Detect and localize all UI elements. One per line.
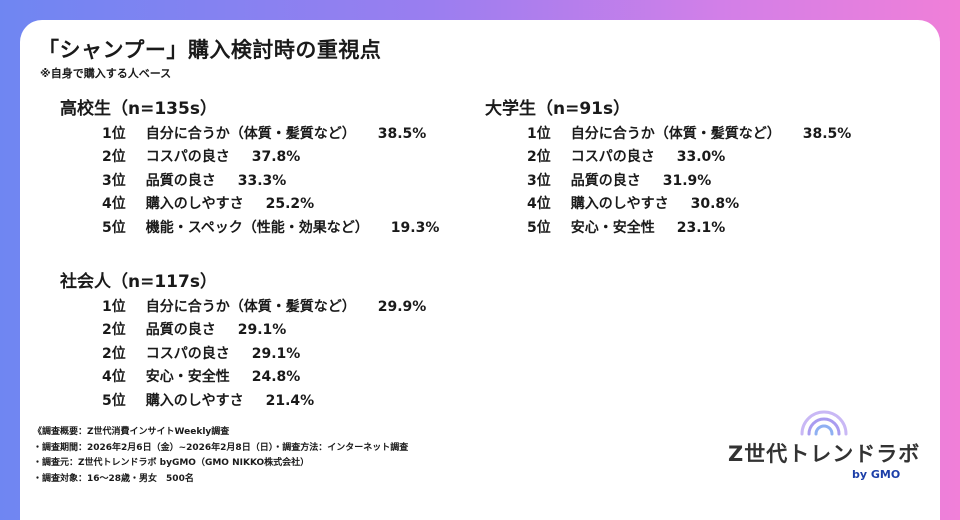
- item-label: 購入のしやすさ: [145, 392, 244, 409]
- list-item: 5位 購入のしやすさ 21.4%: [102, 390, 426, 413]
- list-item: 5位 機能・スペック（性能・効果など） 19.3%: [102, 217, 439, 240]
- group-title: 社会人（n=117s）: [60, 272, 217, 292]
- item-value: 23.1%: [676, 219, 726, 236]
- item-value: 25.2%: [265, 196, 315, 213]
- list-item: 2位 コスパの良さ 33.0%: [527, 146, 851, 169]
- note-line: 《調査概要：Z世代消費インサイトWeekly調査: [33, 427, 230, 437]
- group-title: 大学生（n=91s）: [485, 99, 631, 119]
- rank-label: 2位: [102, 322, 126, 339]
- group-high-school: 高校生（n=135s） 1位 自分に合うか（体質・髪質など） 38.5% 2位 コスパ…: [60, 96, 439, 240]
- rank-label: 5位: [527, 219, 551, 236]
- rank-label: 1位: [527, 126, 551, 142]
- signal-arcs-icon: [800, 410, 848, 436]
- group-working-adults: 社会人（n=117s） 1位 自分に合うか（体質・髪質など） 29.9% 2位 品質の…: [60, 269, 426, 413]
- list-item: 2位 コスパの良さ 37.8%: [102, 146, 439, 169]
- rank-label: 2位: [102, 149, 126, 166]
- group-title: 高校生（n=135s）: [60, 99, 217, 119]
- rank-label: 2位: [102, 345, 126, 362]
- survey-notes: 《調査概要：Z世代消費インサイトWeekly調査 ・調査期間：2026年2月6日…: [33, 425, 408, 487]
- item-label: 品質の良さ: [145, 322, 216, 339]
- list-item: 4位 安心・安全性 24.8%: [102, 366, 426, 389]
- list-item: 1位 自分に合うか（体質・髪質など） 38.5%: [102, 123, 439, 146]
- item-value: 24.8%: [251, 369, 301, 386]
- item-label: 品質の良さ: [145, 172, 216, 189]
- item-value: 38.5%: [802, 126, 852, 142]
- list-item: 5位 安心・安全性 23.1%: [527, 217, 851, 240]
- item-label: 安心・安全性: [145, 369, 230, 386]
- item-value: 19.3%: [390, 219, 440, 236]
- item-value: 37.8%: [251, 149, 301, 166]
- list-item: 4位 購入のしやすさ 30.8%: [527, 193, 851, 216]
- item-value: 21.4%: [265, 392, 315, 409]
- item-label: 自分に合うか（体質・髪質など）: [570, 126, 781, 142]
- item-value: 33.3%: [237, 172, 287, 189]
- item-value: 29.1%: [251, 345, 301, 362]
- list-item: 3位 品質の良さ 33.3%: [102, 170, 439, 193]
- list-item: 1位 自分に合うか（体質・髪質など） 29.9%: [102, 296, 426, 319]
- page-subtitle: ※自身で購入する人ベース: [40, 67, 172, 80]
- list-item: 2位 コスパの良さ 29.1%: [102, 343, 426, 366]
- item-label: 安心・安全性: [570, 219, 655, 236]
- note-line: ・調査期間：2026年2月6日（金）~2026年2月8日（日）・調査方法：インタ…: [33, 442, 409, 453]
- item-label: コスパの良さ: [145, 345, 230, 362]
- rank-label: 4位: [527, 196, 551, 213]
- rank-label: 2位: [527, 149, 551, 166]
- rank-label: 5位: [102, 392, 126, 409]
- item-label: 自分に合うか（体質・髪質など）: [145, 299, 356, 315]
- rank-label: 3位: [102, 172, 126, 189]
- item-label: 購入のしやすさ: [145, 196, 244, 213]
- list-item: 3位 品質の良さ 31.9%: [527, 170, 851, 193]
- item-value: 31.9%: [662, 172, 712, 189]
- logo-byline: by GMO: [852, 468, 901, 481]
- rank-label: 1位: [102, 299, 126, 315]
- item-label: 自分に合うか（体質・髪質など）: [145, 126, 356, 142]
- group-university: 大学生（n=91s） 1位 自分に合うか（体質・髪質など） 38.5% 2位 コスパの…: [485, 96, 851, 240]
- rank-label: 5位: [102, 219, 126, 236]
- list-item: 2位 品質の良さ 29.1%: [102, 319, 426, 342]
- logo-wordmark: Z世代トレンドラボ: [728, 442, 921, 466]
- note-line: ・調査対象：16～28歳・男女 500名: [33, 473, 194, 484]
- list-item: 4位 購入のしやすさ 25.2%: [102, 193, 439, 216]
- list-item: 1位 自分に合うか（体質・髪質など） 38.5%: [527, 123, 851, 146]
- item-value: 30.8%: [690, 196, 740, 213]
- item-value: 29.9%: [377, 299, 427, 315]
- content-card: 「シャンプー」購入検討時の重視点 ※自身で購入する人ベース 高校生（n=135s…: [20, 20, 940, 520]
- item-label: コスパの良さ: [145, 149, 230, 166]
- rank-label: 4位: [102, 196, 126, 213]
- item-value: 38.5%: [377, 126, 427, 142]
- rank-label: 3位: [527, 172, 551, 189]
- rank-label: 1位: [102, 126, 126, 142]
- page-title: 「シャンプー」購入検討時の重視点: [38, 38, 382, 62]
- item-value: 33.0%: [676, 149, 726, 166]
- brand-logo: Z世代トレンドラボ by GMO: [728, 400, 921, 495]
- item-label: 品質の良さ: [570, 172, 641, 189]
- note-line: ・調査元：Z世代トレンドラボ byGMO（GMO NIKKO株式会社）: [33, 458, 310, 468]
- item-value: 29.1%: [237, 322, 287, 339]
- item-label: コスパの良さ: [570, 149, 655, 166]
- item-label: 購入のしやすさ: [570, 196, 669, 213]
- item-label: 機能・スペック（性能・効果など）: [145, 219, 369, 236]
- rank-label: 4位: [102, 369, 126, 386]
